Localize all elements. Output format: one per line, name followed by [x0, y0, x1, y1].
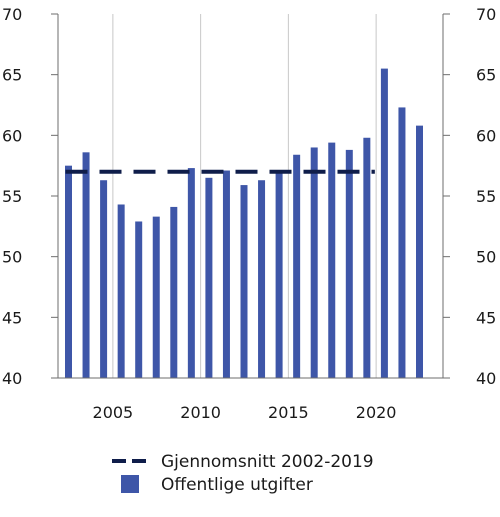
bar-2007 [152, 216, 160, 378]
legend-key-bars [121, 475, 139, 493]
y-tick-label-right-40: 40 [476, 369, 496, 388]
y-tick-label-left-65: 65 [2, 66, 22, 85]
y-tick-label-left-40: 40 [2, 369, 22, 388]
y-tick-label-left-70: 70 [2, 5, 22, 24]
y-tick-label-right-70: 70 [476, 5, 496, 24]
bar-2020 [380, 68, 388, 378]
bar-2021 [398, 107, 406, 379]
bar-2004 [100, 180, 108, 378]
bar-2022 [416, 125, 423, 378]
y-tick-label-left-50: 50 [2, 248, 22, 267]
x-tick-label-2015: 2015 [268, 403, 309, 422]
bars [65, 68, 423, 379]
y-tick-labels-right: 40 45 50 55 60 65 70 [476, 5, 496, 388]
y-tick-label-left-55: 55 [2, 187, 22, 206]
legend: Gjennomsnitt 2002-2019 Offentlige utgift… [112, 452, 374, 495]
bar-2011 [222, 170, 230, 378]
bar-2005 [117, 204, 125, 378]
y-tick-label-right-50: 50 [476, 248, 496, 267]
y-tick-label-left-60: 60 [2, 126, 22, 145]
y-tick-label-right-55: 55 [476, 187, 496, 206]
y-tick-label-right-60: 60 [476, 126, 496, 145]
bar-2003 [82, 152, 90, 378]
bar-2008 [170, 206, 178, 378]
bar-2002 [65, 165, 72, 378]
y-tick-labels-left: 40 45 50 55 60 65 70 [2, 5, 22, 388]
bar-2019 [363, 137, 371, 378]
axes [51, 13, 450, 379]
x-tick-label-2020: 2020 [356, 403, 397, 422]
x-tick-label-2010: 2010 [180, 403, 221, 422]
legend-label-average: Gjennomsnitt 2002-2019 [161, 452, 374, 472]
bar-2006 [135, 221, 143, 378]
bar-2015 [293, 154, 301, 378]
y-tick-label-right-45: 45 [476, 308, 496, 327]
bar-2016 [310, 147, 318, 378]
legend-label-bars: Offentlige utgifter [161, 475, 313, 495]
y-tick-label-right-65: 65 [476, 66, 496, 85]
bar-2009 [187, 168, 195, 378]
bar-2012 [240, 185, 248, 378]
x-tick-labels: 2005 2010 2015 2020 [93, 403, 397, 422]
y-tick-label-left-45: 45 [2, 308, 22, 327]
grid [112, 14, 377, 378]
x-tick-label-2005: 2005 [93, 403, 134, 422]
bar-2014 [275, 170, 283, 378]
bar-2013 [258, 180, 266, 378]
bar-2018 [345, 149, 353, 378]
bar-2017 [328, 142, 336, 378]
bar-2010 [205, 177, 213, 378]
